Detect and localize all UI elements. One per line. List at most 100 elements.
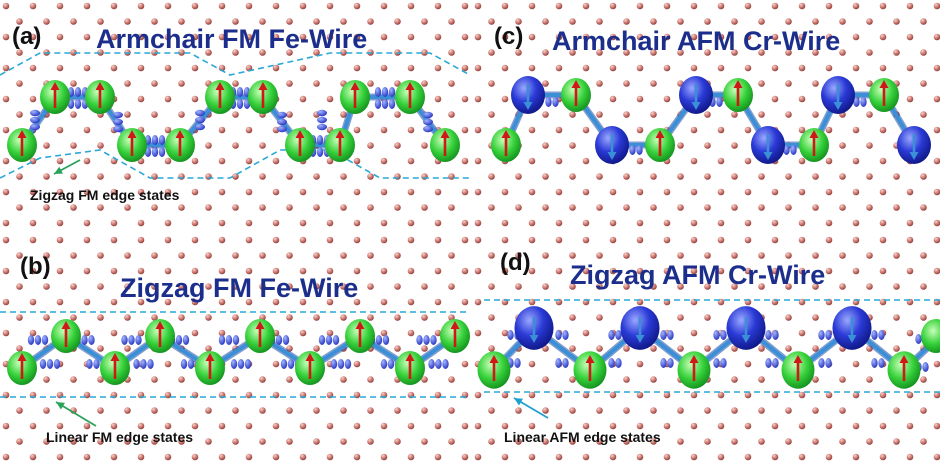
carbon-atom (151, 173, 158, 180)
carbon-atom (704, 283, 711, 290)
carbon-atom (164, 95, 172, 103)
carbon-atom (839, 142, 846, 149)
carbon-atom (70, 173, 77, 180)
panel-b: (b) Zigzag FM Fe-Wire Linear FM edge sta… (0, 236, 470, 461)
carbon-atom (528, 219, 536, 227)
carbon-atom (542, 438, 549, 445)
carbon-atom (218, 219, 226, 227)
carbon-atom (515, 376, 522, 383)
carbon-atom (367, 252, 374, 259)
carbon-atom (407, 126, 415, 134)
carbon-atom (70, 283, 77, 290)
carbon-atom (596, 49, 603, 56)
edge-state-lobe (388, 87, 396, 97)
carbon-atom (16, 314, 23, 321)
carbon-atom (16, 49, 23, 56)
carbon-atom (771, 453, 779, 461)
carbon-atom (286, 173, 293, 180)
magnetic-moment-arrows (17, 321, 460, 379)
carbon-atom (380, 126, 388, 134)
carbon-atom (636, 64, 644, 72)
spin-up-arrow-head (258, 82, 268, 90)
carbon-atom (313, 252, 320, 259)
carbon-atom (758, 173, 765, 180)
carbon-atom (717, 422, 725, 430)
graphene-lattice (474, 236, 940, 461)
carbon-atom (650, 18, 657, 25)
carbon-atom (43, 142, 50, 149)
carbon-atom (394, 407, 401, 414)
carbon-atom (340, 49, 347, 56)
carbon-atom (380, 267, 388, 275)
edge-state-lobe (317, 109, 327, 117)
carbon-atom (893, 173, 900, 180)
carbon-atom (286, 80, 293, 87)
carbon-atom (488, 438, 495, 445)
carbon-atom (56, 126, 64, 134)
edge-state-lobe (275, 335, 283, 345)
carbon-atom (933, 33, 940, 41)
carbon-atom (326, 267, 334, 275)
carbon-atom (542, 18, 549, 25)
pointer-arrow-icon (513, 397, 549, 419)
carbon-atom (245, 219, 253, 227)
carbon-atom (623, 283, 630, 290)
carbon-atom (663, 391, 671, 399)
carbon-atom (29, 33, 37, 41)
carbon-atom (232, 18, 239, 25)
carbon-atom (798, 422, 806, 430)
carbon-atom (798, 219, 806, 227)
carbon-atom (609, 453, 617, 461)
carbon-atom (407, 453, 415, 461)
carbon-atom (596, 283, 603, 290)
carbon-atom (609, 391, 617, 399)
carbon-atom (501, 453, 509, 461)
carbon-atom (690, 126, 698, 134)
carbon-atom (501, 236, 509, 244)
edge-state-lobe (825, 330, 832, 340)
carbon-atom (771, 64, 779, 72)
carbon-atom (2, 236, 10, 244)
carbon-atom (29, 188, 37, 196)
carbon-atom (677, 407, 684, 414)
edge-state-lobe (667, 358, 674, 368)
carbon-atom (866, 283, 873, 290)
carbon-atom (771, 391, 779, 399)
carbon-atom (70, 142, 77, 149)
carbon-atom (421, 345, 428, 352)
carbon-atom (582, 2, 590, 10)
carbon-atom (16, 283, 23, 290)
carbon-atom (394, 80, 401, 87)
carbon-atom (933, 391, 940, 399)
carbon-atom (29, 95, 37, 103)
carbon-atom (501, 329, 509, 337)
carbon-atom (178, 111, 185, 118)
carbon-atom (43, 173, 50, 180)
edge-state-note-d: Linear AFM edge states (504, 429, 661, 445)
carbon-atom (43, 407, 50, 414)
carbon-atom (137, 2, 145, 10)
carbon-atom (501, 33, 509, 41)
pointer-head (514, 398, 523, 406)
carbon-atom (137, 188, 145, 196)
carbon-atom (555, 188, 563, 196)
edge-state-lobe (277, 111, 287, 119)
carbon-atom (286, 314, 293, 321)
carbon-atom (70, 204, 77, 211)
carbon-atom (97, 283, 104, 290)
carbon-atom (2, 188, 10, 196)
carbon-atom (528, 236, 536, 244)
carbon-atom (663, 236, 671, 244)
carbon-atom (717, 453, 725, 461)
carbon-atom (825, 2, 833, 10)
carbon-atom (933, 236, 940, 244)
carbon-atom (839, 283, 846, 290)
carbon-atom (785, 345, 792, 352)
carbon-atom (798, 391, 806, 399)
carbon-atom (353, 453, 361, 461)
carbon-atom (515, 173, 522, 180)
carbon-atom (812, 407, 819, 414)
edge-state-lobe (772, 358, 779, 368)
carbon-atom (56, 188, 64, 196)
